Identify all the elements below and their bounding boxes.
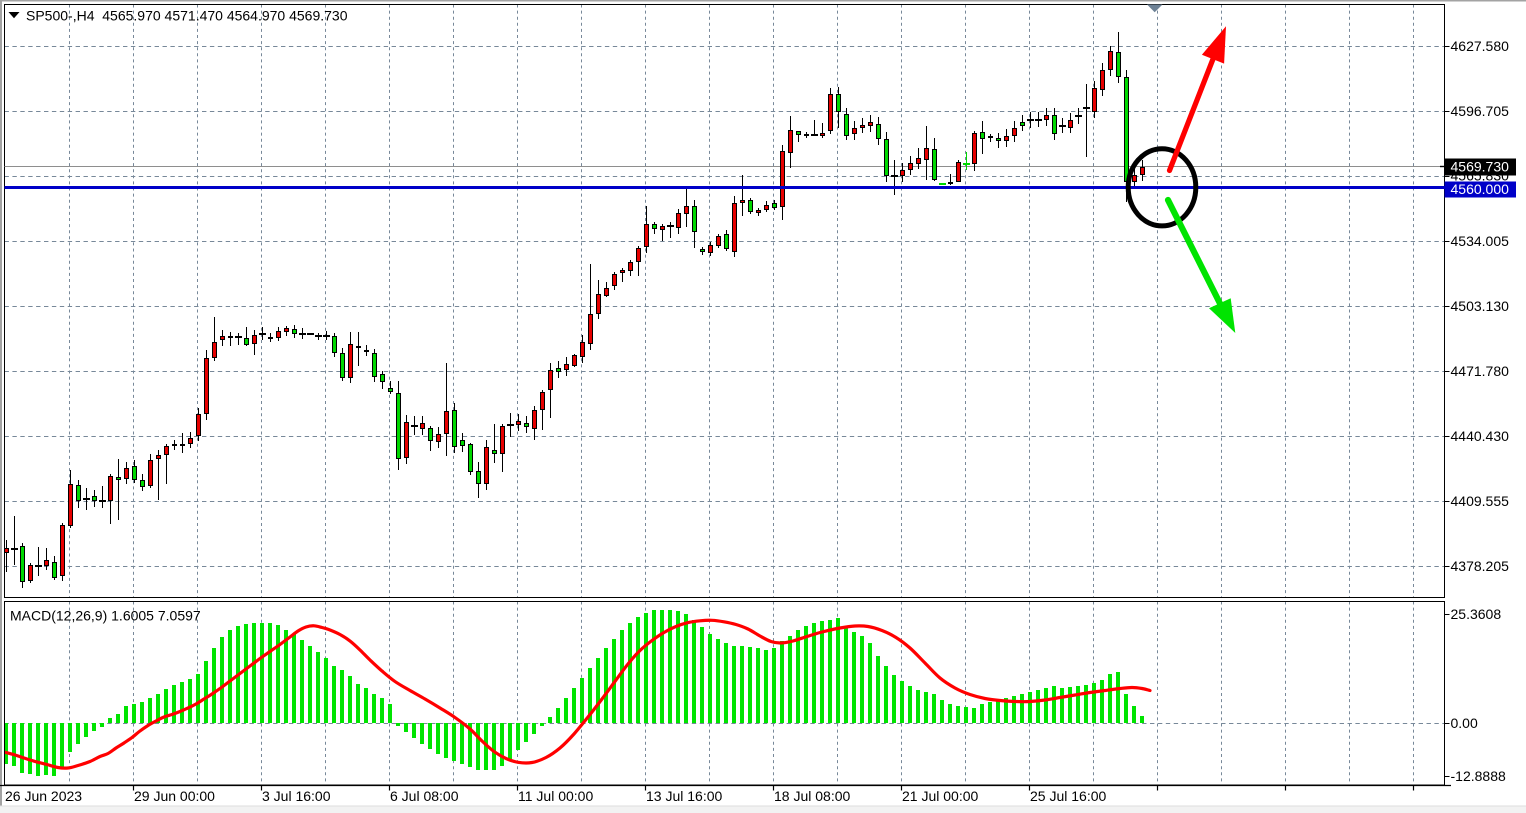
svg-text:4409.555: 4409.555	[1451, 493, 1510, 509]
svg-text:25 Jul 16:00: 25 Jul 16:00	[1030, 788, 1106, 804]
svg-text:4471.780: 4471.780	[1451, 363, 1510, 379]
svg-text:29 Jun 00:00: 29 Jun 00:00	[134, 788, 215, 804]
svg-text:26 Jun 2023: 26 Jun 2023	[5, 788, 82, 804]
svg-text:4378.205: 4378.205	[1451, 558, 1510, 574]
svg-text:18 Jul 08:00: 18 Jul 08:00	[774, 788, 850, 804]
svg-text:-12.8888: -12.8888	[1451, 768, 1506, 784]
svg-text:25.3608: 25.3608	[1451, 606, 1502, 622]
svg-text:4560.000: 4560.000	[1451, 181, 1510, 197]
svg-text:13 Jul 16:00: 13 Jul 16:00	[646, 788, 722, 804]
svg-text:6 Jul 08:00: 6 Jul 08:00	[390, 788, 459, 804]
svg-text:11 Jul 00:00: 11 Jul 00:00	[518, 788, 593, 804]
svg-text:3 Jul 16:00: 3 Jul 16:00	[262, 788, 331, 804]
svg-text:4503.130: 4503.130	[1451, 298, 1510, 314]
svg-text:MACD(12,26,9) 1.6005 7.0597: MACD(12,26,9) 1.6005 7.0597	[10, 608, 201, 624]
svg-text:4440.430: 4440.430	[1451, 428, 1510, 444]
svg-text:4627.580: 4627.580	[1451, 38, 1510, 54]
svg-text:21 Jul 00:00: 21 Jul 00:00	[902, 788, 978, 804]
svg-text:4569.730: 4569.730	[1451, 159, 1510, 175]
svg-text:SP500-,H4 4565.970 4571.470 4: SP500-,H4 4565.970 4571.470 4564.970 456…	[26, 8, 348, 24]
svg-text:4534.005: 4534.005	[1451, 233, 1510, 249]
svg-text:0.00: 0.00	[1451, 715, 1478, 731]
svg-text:4596.705: 4596.705	[1451, 103, 1510, 119]
